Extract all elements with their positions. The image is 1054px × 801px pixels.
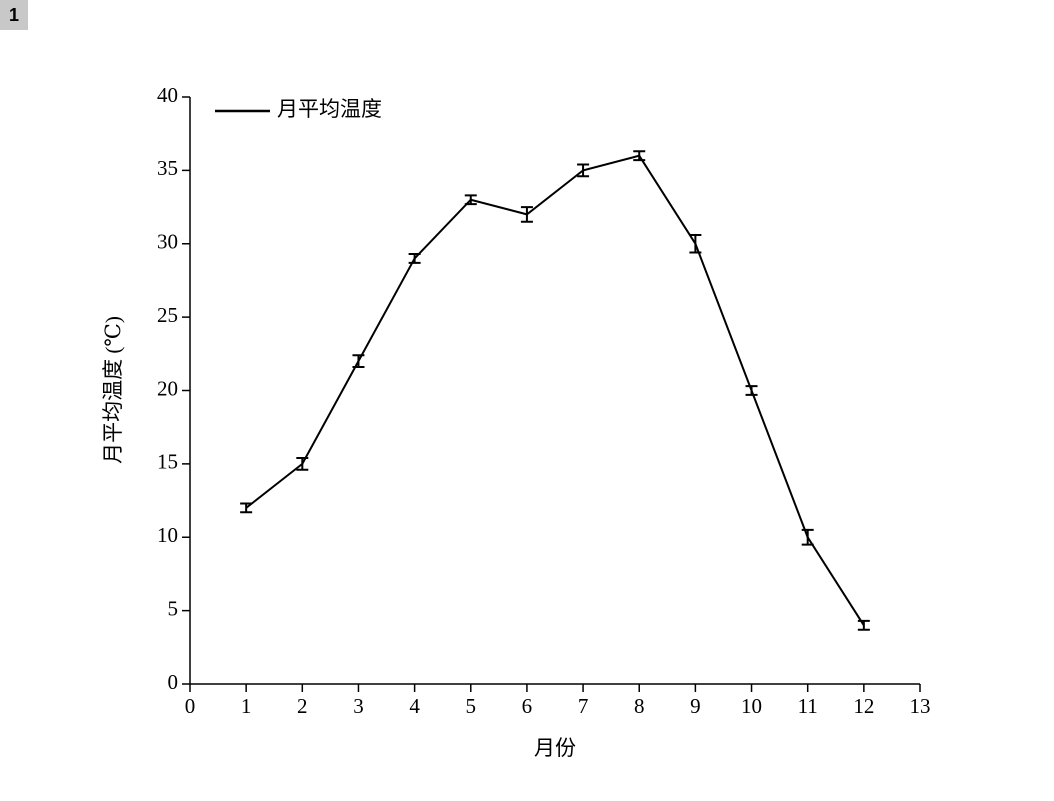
badge-box xyxy=(0,0,28,30)
error-bar xyxy=(801,528,814,546)
error-bar xyxy=(352,354,365,369)
x-tick-label: 10 xyxy=(741,694,762,718)
x-tick-label: 9 xyxy=(690,694,701,718)
data-line xyxy=(245,154,865,626)
x-tick-label: 12 xyxy=(853,694,874,718)
badge: 1 xyxy=(9,5,19,25)
x-tick-label: 4 xyxy=(409,694,420,718)
y-tick-label: 25 xyxy=(157,303,178,327)
y-axis-label: 月平均温度 (℃) xyxy=(101,316,125,464)
error-bar xyxy=(745,385,758,396)
x-tick-label: 1 xyxy=(241,694,252,718)
y-tick-label: 20 xyxy=(157,376,178,400)
x-tick-label: 13 xyxy=(910,694,931,718)
x-tick-label: 8 xyxy=(634,694,645,718)
y-tick-label: 10 xyxy=(157,523,178,547)
x-tick-label: 2 xyxy=(297,694,308,718)
y-tick-label: 15 xyxy=(157,450,178,474)
x-tick-label: 0 xyxy=(185,694,196,718)
x-tick-label: 7 xyxy=(578,694,589,718)
y-tick-label: 5 xyxy=(168,596,179,620)
x-tick-label: 6 xyxy=(522,694,533,718)
y-tick-label: 35 xyxy=(157,156,178,180)
legend-label: 月平均温度 xyxy=(277,97,382,121)
x-axis-label: 月份 xyxy=(534,736,576,760)
error-bar xyxy=(240,502,253,514)
error-bar xyxy=(520,206,533,223)
error-bar xyxy=(633,150,646,162)
x-tick-label: 11 xyxy=(798,694,818,718)
y-tick-label: 30 xyxy=(157,230,178,254)
x-tick-label: 5 xyxy=(466,694,477,718)
error-bar xyxy=(689,233,702,254)
y-tick-label: 40 xyxy=(157,83,178,107)
x-tick-label: 3 xyxy=(353,694,364,718)
error-bar xyxy=(408,253,421,264)
error-bar xyxy=(857,619,870,631)
error-bar xyxy=(464,194,477,206)
y-tick-label: 0 xyxy=(168,670,179,694)
error-bar xyxy=(577,163,590,178)
error-bar xyxy=(296,457,309,471)
